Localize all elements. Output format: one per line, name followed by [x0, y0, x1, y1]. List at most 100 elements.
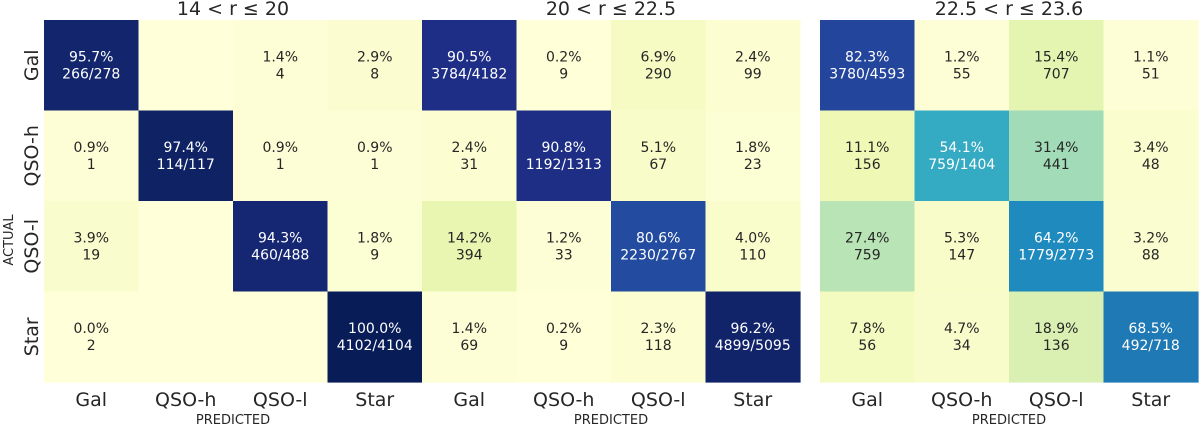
cell-percent-label: 100.0%	[348, 321, 401, 337]
heatmap-cell	[138, 291, 234, 383]
x-tick-label: Gal	[453, 389, 485, 411]
cell-count-label: 114/117	[157, 157, 215, 173]
heatmap-cell	[138, 110, 234, 202]
heatmap-cell	[422, 110, 518, 202]
cell-count-label: 460/488	[251, 247, 309, 263]
heatmap-cell	[1103, 20, 1199, 112]
x-tick-label: Star	[733, 389, 772, 411]
heatmap-cell	[611, 110, 707, 202]
cell-percent-label: 64.2%	[1034, 230, 1078, 246]
heatmap-cell	[914, 20, 1010, 112]
heatmap-cell	[820, 291, 916, 383]
heatmap-cell	[138, 201, 234, 293]
cell-percent-label: 3.2%	[1133, 230, 1169, 246]
heatmap-cell	[516, 110, 612, 202]
cell-percent-label: 2.4%	[451, 140, 487, 156]
y-tick-label: Gal	[21, 49, 43, 81]
x-tick-label: QSO-h	[931, 389, 992, 411]
cell-count-label: 9	[559, 338, 568, 354]
heatmap-cell	[422, 201, 518, 293]
cell-percent-label: 90.8%	[542, 140, 586, 156]
shared-y-axis-label: ACTUAL	[2, 214, 17, 266]
panel-title: 20 < r ≤ 22.5	[546, 0, 676, 20]
x-axis-label: PREDICTED	[574, 413, 648, 427]
x-tick-label: QSO-l	[253, 389, 308, 411]
panel-title: 14 < r ≤ 20	[177, 0, 289, 20]
x-tick-label: Star	[355, 389, 394, 411]
cell-count-label: 147	[948, 247, 975, 263]
cell-percent-label: 80.6%	[636, 230, 680, 246]
heatmap-cell	[914, 291, 1010, 383]
heatmap-cell	[233, 110, 329, 202]
cell-percent-label: 3.9%	[73, 230, 109, 246]
cell-count-label: 31	[460, 157, 478, 173]
heatmap-cell	[1103, 110, 1199, 202]
heatmap-cell	[1103, 201, 1199, 293]
heatmap-cell	[914, 110, 1010, 202]
heatmap-panel-3: 22.5 < r ≤ 23.6 82.3%3780/4593 1.2%55 15.4%…	[820, 0, 1199, 427]
x-tick-label: QSO-h	[533, 389, 594, 411]
cell-count-label: 759/1404	[928, 157, 995, 173]
cell-percent-label: 1.4%	[262, 49, 298, 65]
cell-percent-label: 1.2%	[944, 49, 980, 65]
heatmap-cell	[820, 20, 916, 112]
cell-count-label: 4899/5095	[715, 338, 791, 354]
cell-percent-label: 2.4%	[735, 49, 771, 65]
cell-percent-label: 4.0%	[735, 230, 771, 246]
heatmap-cell	[1103, 291, 1199, 383]
cell-percent-label: 97.4%	[164, 140, 208, 156]
cell-count-label: 2	[87, 338, 96, 354]
cell-percent-label: 68.5%	[1129, 321, 1173, 337]
heatmap-cell	[516, 201, 612, 293]
heatmap-cell	[44, 20, 140, 112]
cell-count-label: 1	[276, 157, 285, 173]
cell-percent-label: 2.3%	[640, 321, 676, 337]
cell-count-label: 34	[953, 338, 971, 354]
cell-percent-label: 3.4%	[1133, 140, 1169, 156]
cell-count-label: 4102/4104	[337, 338, 413, 354]
heatmap-cell	[611, 291, 707, 383]
cell-count-label: 156	[854, 157, 881, 173]
cell-count-label: 23	[744, 157, 762, 173]
cell-count-label: 118	[645, 338, 672, 354]
cell-percent-label: 0.2%	[546, 49, 582, 65]
cell-percent-label: 94.3%	[258, 230, 302, 246]
heatmap-cell	[1009, 110, 1105, 202]
heatmap-cell	[705, 201, 801, 293]
cell-count-label: 9	[370, 247, 379, 263]
cell-percent-label: 96.2%	[731, 321, 775, 337]
x-tick-label: Gal	[75, 389, 107, 411]
heatmap-cell	[44, 201, 140, 293]
cell-count-label: 441	[1043, 157, 1070, 173]
cell-percent-label: 18.9%	[1034, 321, 1078, 337]
heatmap-cell	[820, 110, 916, 202]
cell-percent-label: 90.5%	[447, 49, 491, 65]
cell-percent-label: 14.2%	[447, 230, 491, 246]
cell-count-label: 67	[649, 157, 667, 173]
heatmap-cell	[1009, 291, 1105, 383]
cell-count-label: 3784/4182	[431, 66, 507, 82]
panels: 14 < r ≤ 2095.7%266/2781.4%42.9%80.9%197…	[21, 0, 1199, 427]
x-tick-label: QSO-h	[155, 389, 216, 411]
cell-percent-label: 95.7%	[69, 49, 113, 65]
heatmap-cell	[1009, 201, 1105, 293]
heatmap-cell	[516, 20, 612, 112]
cell-percent-label: 4.7%	[944, 321, 980, 337]
cell-percent-label: 1.2%	[546, 230, 582, 246]
x-tick-label: Star	[1131, 389, 1170, 411]
cell-percent-label: 6.9%	[640, 49, 676, 65]
cell-percent-label: 5.1%	[640, 140, 676, 156]
cell-count-label: 266/278	[62, 66, 120, 82]
cell-percent-label: 15.4%	[1034, 49, 1078, 65]
heatmap-cell	[516, 291, 612, 383]
cell-count-label: 55	[953, 66, 971, 82]
heatmap-cell	[327, 20, 423, 112]
cell-count-label: 3780/4593	[829, 66, 905, 82]
cell-percent-label: 1.8%	[735, 140, 771, 156]
y-tick-label: Star	[21, 317, 43, 356]
cell-count-label: 1192/1313	[526, 157, 602, 173]
heatmap-cell	[705, 291, 801, 383]
cell-percent-label: 1.4%	[451, 321, 487, 337]
cell-count-label: 2230/2767	[620, 247, 696, 263]
